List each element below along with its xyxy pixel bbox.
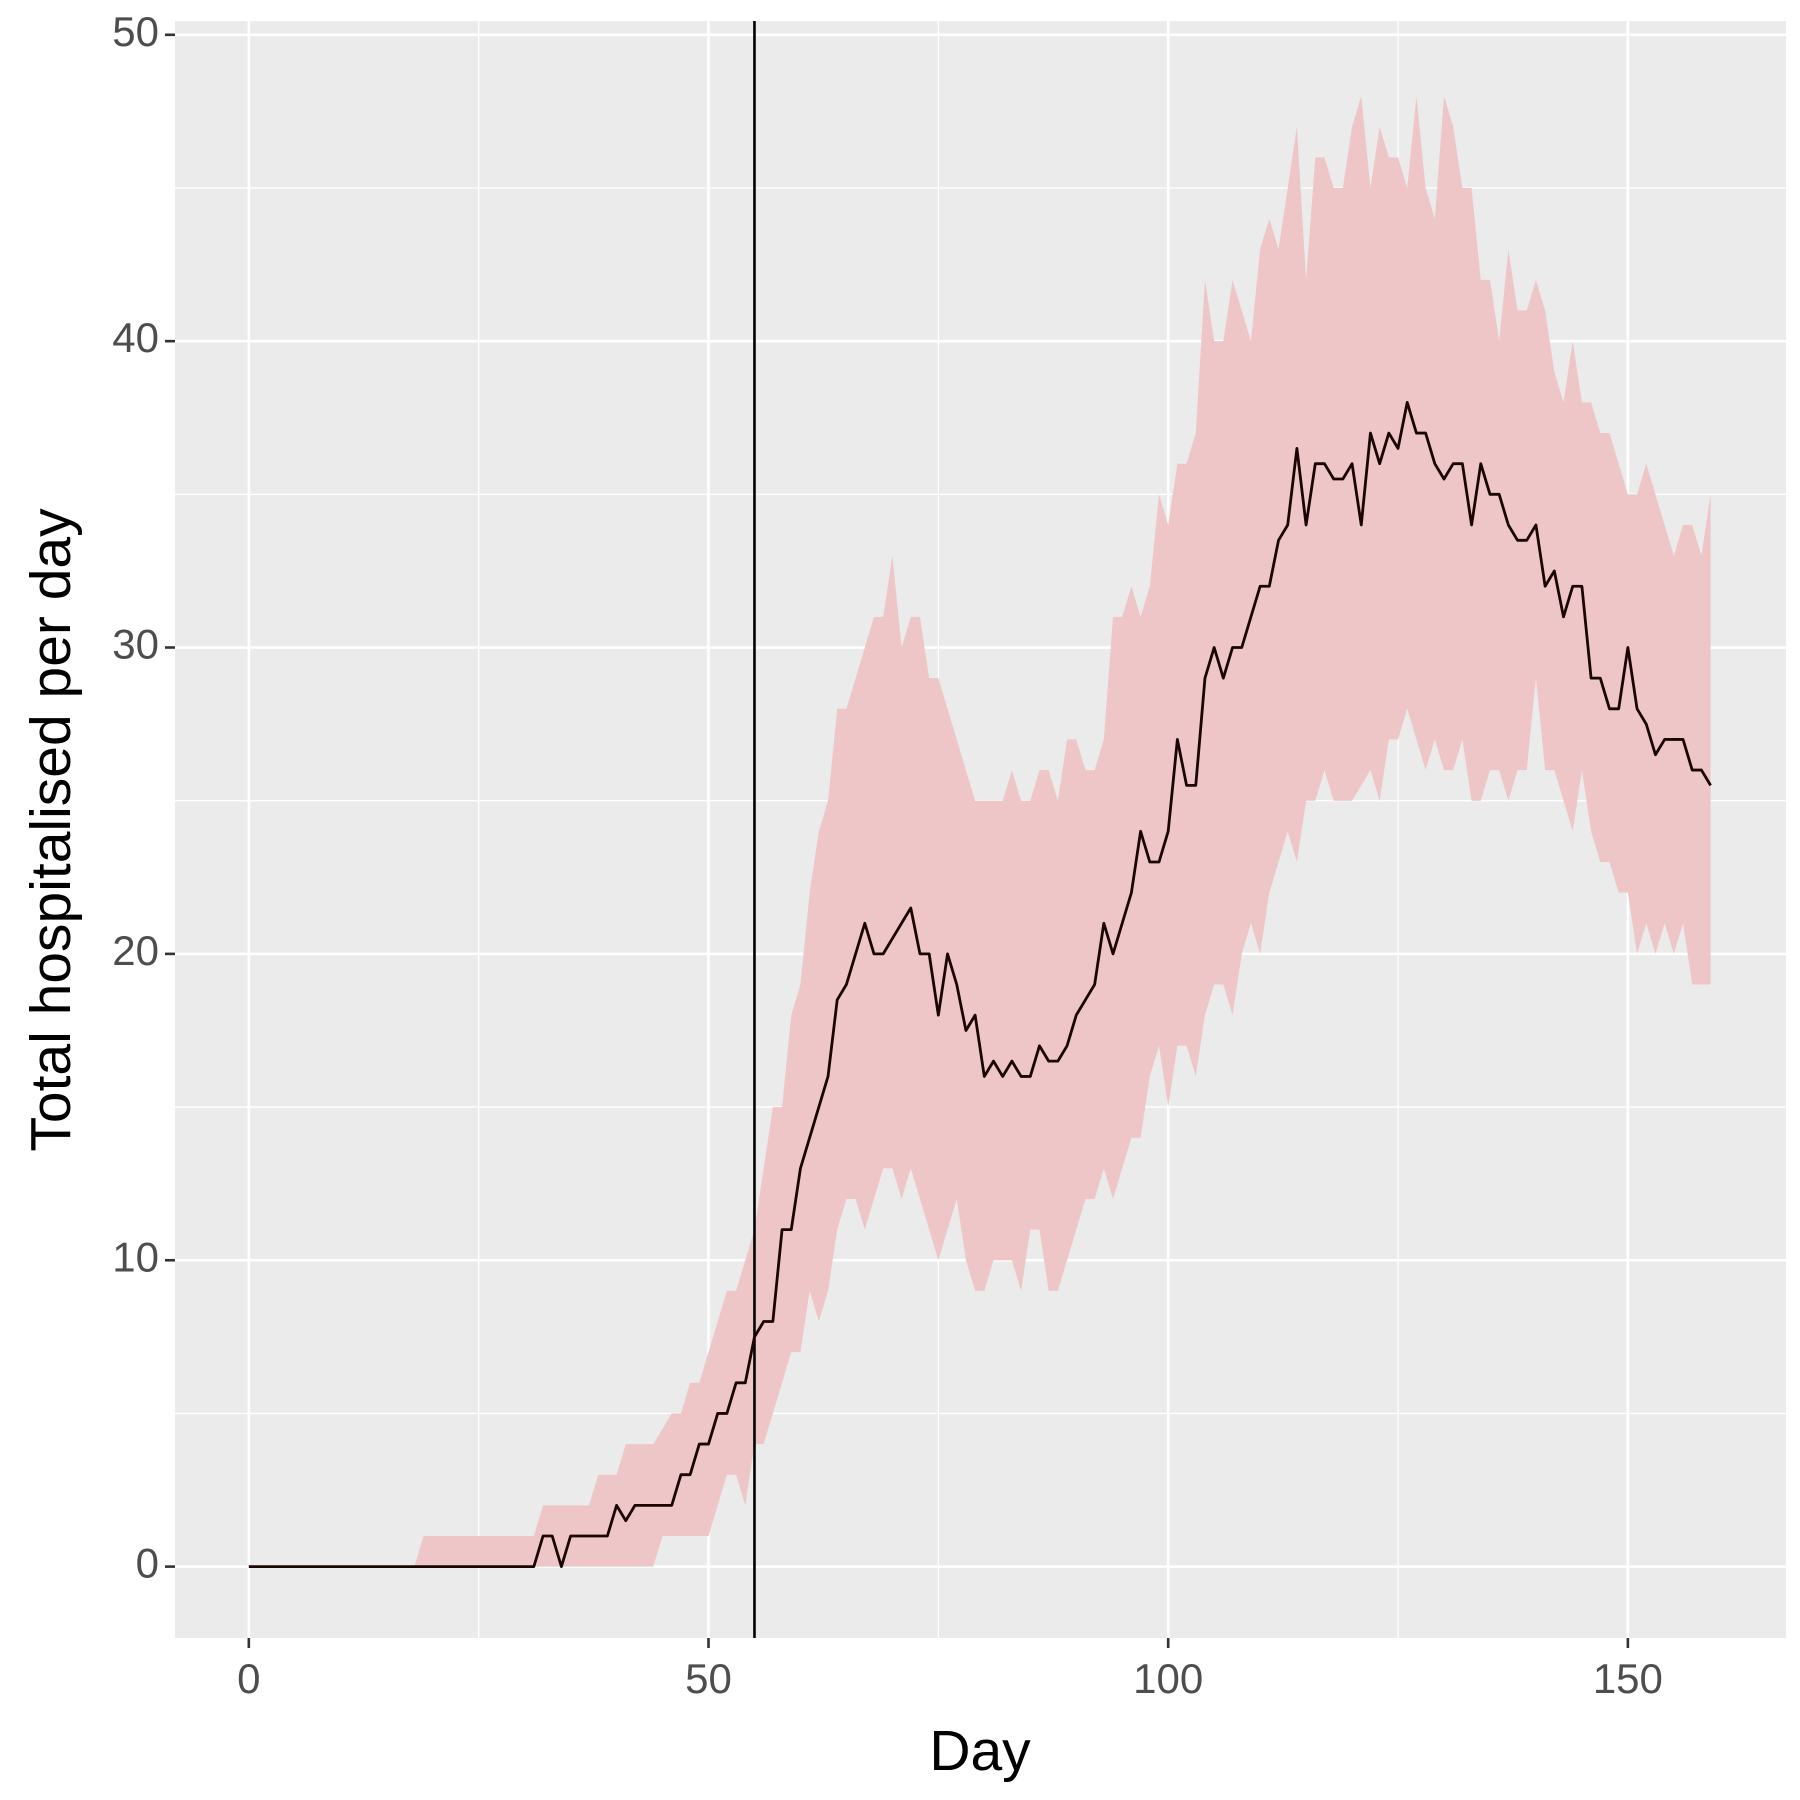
x-tick-label: 0 — [237, 1655, 260, 1702]
x-tick-label: 100 — [1133, 1655, 1203, 1702]
plot-panel — [175, 21, 1786, 1638]
y-tick-label: 30 — [112, 621, 159, 668]
x-tick-label: 150 — [1593, 1655, 1663, 1702]
y-tick-label: 40 — [112, 314, 159, 361]
y-tick-label: 50 — [112, 8, 159, 55]
confidence-ribbon — [248, 96, 1711, 1567]
median-line — [248, 401, 1712, 1569]
y-tick-label: 0 — [136, 1540, 159, 1587]
y-tick-label: 10 — [112, 1233, 159, 1280]
y-axis-title: Total hospitalised per day — [19, 508, 83, 1152]
x-axis-title: Day — [929, 1719, 1031, 1783]
x-tick-label: 50 — [685, 1655, 732, 1702]
y-tick-label: 20 — [112, 927, 159, 974]
